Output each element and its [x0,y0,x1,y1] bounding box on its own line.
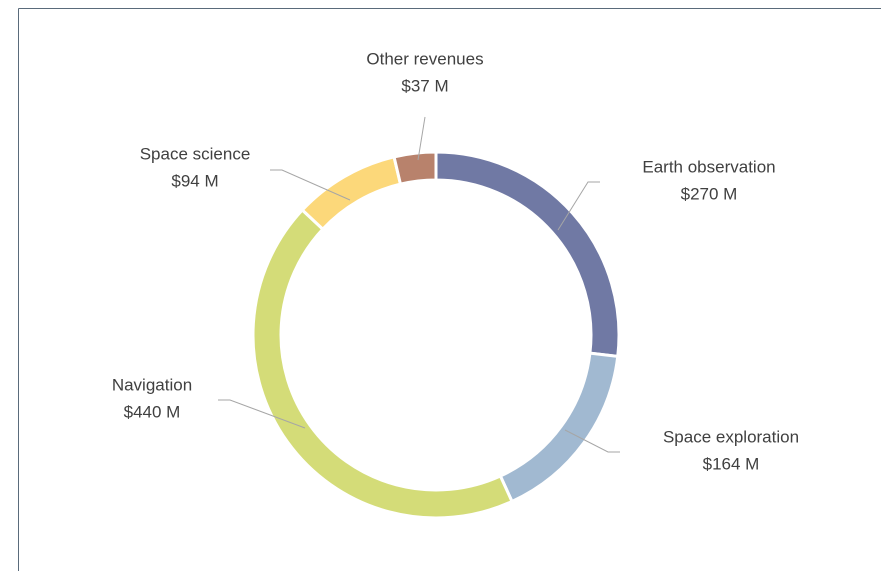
leader-line [564,429,620,453]
value-label: $440 M [124,402,181,421]
slice-label: Navigation [112,375,192,394]
value-label: $94 M [171,171,218,190]
slice-label: Space exploration [663,427,799,446]
donut-slice [498,351,620,504]
leader-line [557,181,600,231]
slice-label: Earth observation [642,157,775,176]
value-label: $164 M [703,454,760,473]
value-label: $270 M [681,184,738,203]
donut-slice [392,150,438,186]
donut-slice [300,155,403,232]
leader-line [218,399,306,429]
slice-label: Other revenues [366,49,483,68]
leader-line [270,169,351,201]
donut-slice [251,207,514,520]
value-label: $37 M [401,76,448,95]
donut-slice [434,150,621,359]
leader-line [417,116,426,161]
slice-label: Space science [140,144,251,163]
